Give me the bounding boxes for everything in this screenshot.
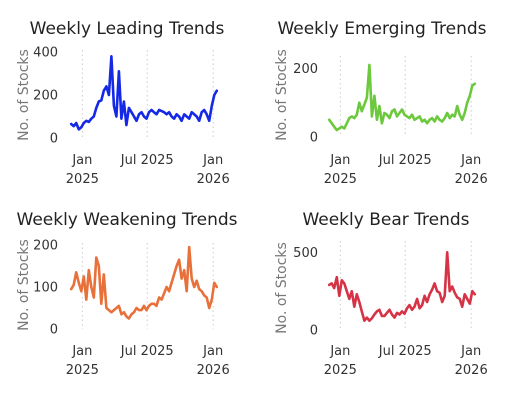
x-tick-label: 2026 [197, 172, 230, 187]
x-tick-label: 2025 [66, 363, 99, 378]
panel-weekly-weakening-trends: Weekly Weakening Trends No. of Stocks 0 1… [16, 210, 238, 378]
panel-weekly-leading-trends: Weekly Leading Trends No. of Stocks 0 200… [16, 19, 230, 187]
x-tick-label: 2026 [197, 363, 230, 378]
x-tick-label: Jul 2025 [378, 344, 432, 359]
x-tick-label: 2025 [324, 172, 357, 187]
series-line-weakening [69, 245, 219, 320]
series-line-bear [327, 251, 477, 323]
x-tick-label: Jan [460, 344, 481, 359]
y-tick-label: 400 [33, 46, 58, 61]
chart-title: Weekly Leading Trends [30, 19, 225, 39]
y-tick-label: 0 [50, 132, 58, 147]
y-tick-label: 200 [293, 62, 318, 77]
x-tick-label: Jan [329, 344, 350, 359]
x-tick-label: Jan [202, 153, 223, 168]
x-tick-label: Jan [202, 344, 223, 359]
x-tick-label: 2025 [324, 363, 357, 378]
y-tick-label: 500 [293, 246, 318, 261]
panel-weekly-bear-trends: Weekly Bear Trends No. of Stocks 0 500 Ja… [274, 210, 488, 378]
x-tick-label: Jul 2025 [120, 153, 174, 168]
x-tick-label: Jan [71, 153, 92, 168]
y-tick-label: 200 [33, 239, 58, 254]
series-line-leading [69, 54, 219, 131]
y-axis-label: No. of Stocks [16, 49, 32, 141]
y-axis-label: No. of Stocks [274, 242, 290, 334]
chart-title: Weekly Bear Trends [302, 210, 469, 230]
y-axis-label: No. of Stocks [274, 49, 290, 141]
x-tick-label: 2025 [66, 172, 99, 187]
panel-weekly-emerging-trends: Weekly Emerging Trends No. of Stocks 0 20… [274, 19, 488, 187]
y-tick-label: 0 [310, 324, 318, 339]
y-tick-label: 200 [33, 89, 58, 104]
x-tick-label: 2026 [455, 363, 488, 378]
chart-title: Weekly Emerging Trends [277, 19, 486, 39]
chart-title: Weekly Weakening Trends [17, 210, 238, 230]
x-tick-label: 2026 [455, 172, 488, 187]
x-tick-label: Jan [460, 153, 481, 168]
x-tick-label: Jul 2025 [120, 344, 174, 359]
x-tick-label: Jan [329, 153, 350, 168]
series-line-emerging [327, 63, 477, 132]
y-axis-label: No. of Stocks [16, 239, 32, 331]
y-tick-label: 0 [50, 323, 58, 338]
x-tick-label: Jan [71, 344, 92, 359]
y-tick-label: 100 [33, 281, 58, 296]
x-tick-label: Jul 2025 [378, 153, 432, 168]
y-tick-label: 0 [310, 131, 318, 146]
